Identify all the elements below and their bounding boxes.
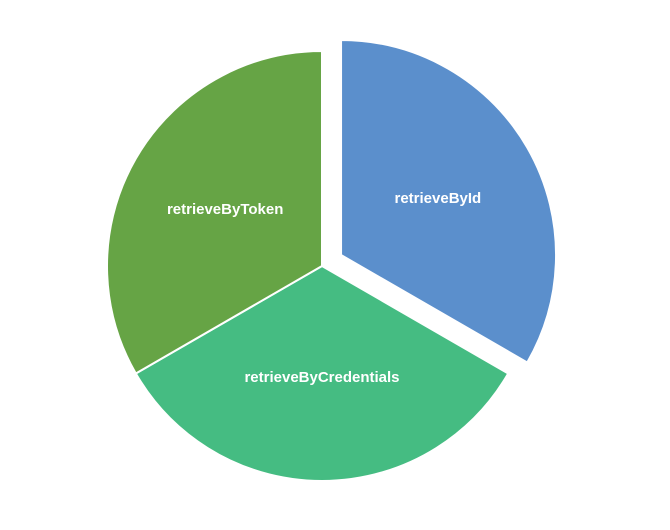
pie-labels: retrieveById retrieveByCredentials retriev… [167, 190, 481, 386]
pie-label-retrievebyid: retrieveById [395, 190, 482, 207]
pie-slice-retrievebyid [340, 38, 558, 364]
pie-slice-retrievebycredentials [134, 264, 510, 482]
pie-slice-retrievebytoken [106, 49, 323, 375]
pie-label-retrievebycredentials: retrieveByCredentials [244, 369, 399, 386]
pie-slices [106, 38, 558, 482]
pie-label-retrievebytoken: retrieveByToken [167, 201, 283, 218]
